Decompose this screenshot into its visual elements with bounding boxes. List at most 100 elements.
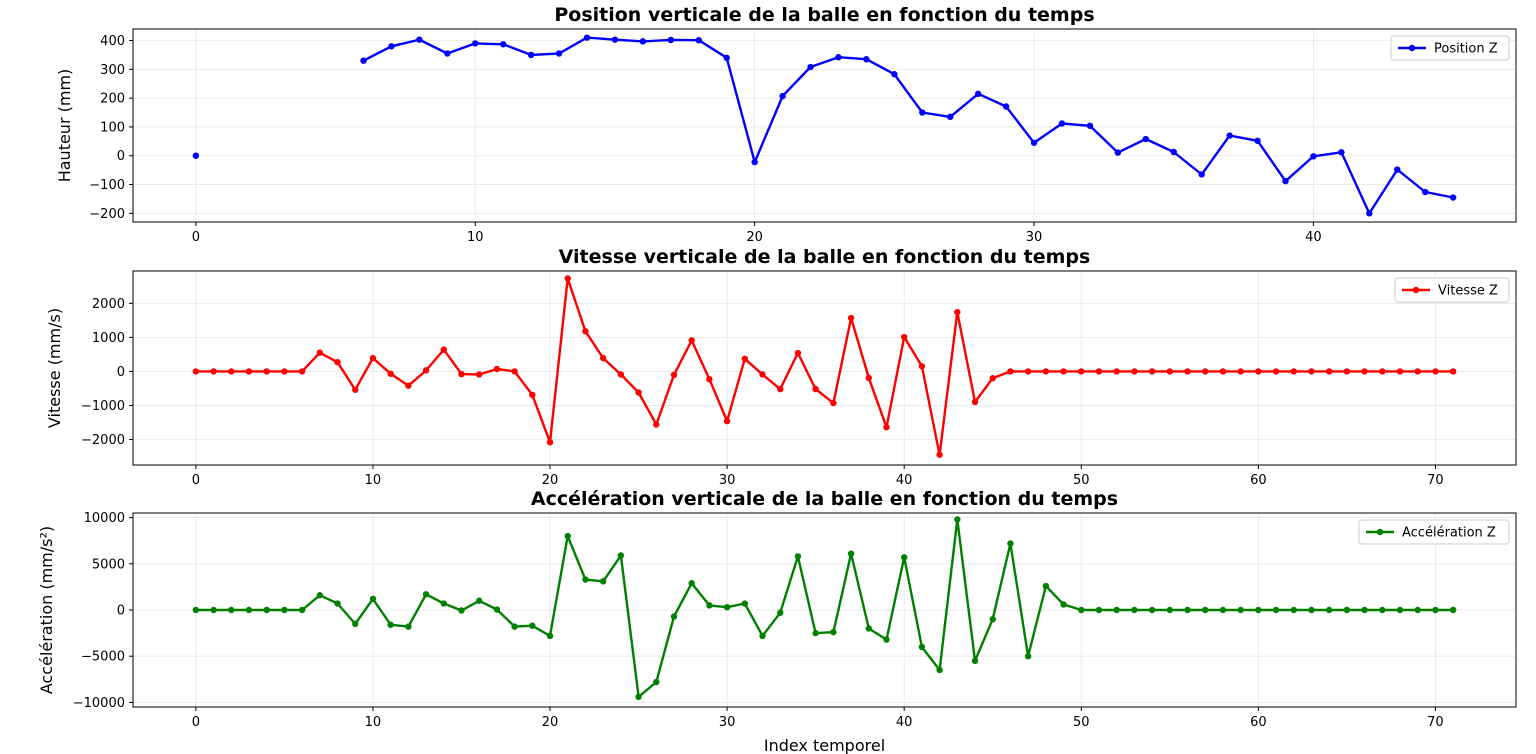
data-point	[883, 636, 890, 643]
data-point	[1226, 132, 1233, 139]
data-point	[1030, 139, 1038, 146]
data-point	[1449, 368, 1457, 375]
data-point	[830, 628, 837, 636]
legend-box	[1390, 35, 1510, 61]
data-point	[1058, 120, 1066, 127]
data-point	[388, 43, 395, 50]
data-point	[688, 337, 695, 344]
y-tick-label: −100	[89, 178, 125, 193]
data-point	[835, 54, 842, 61]
data-point	[1007, 540, 1014, 547]
data-point	[1086, 122, 1094, 129]
data-point	[582, 328, 589, 335]
data-point	[1325, 368, 1333, 375]
data-point	[1007, 368, 1014, 375]
data-point	[1078, 368, 1085, 375]
chart-title: Vitesse verticale de la balle en fonctio…	[559, 246, 1091, 268]
data-point	[706, 602, 713, 609]
data-point	[1219, 368, 1227, 375]
data-point	[1343, 606, 1351, 614]
data-point	[1002, 103, 1010, 110]
y-tick-label: 2000	[92, 297, 125, 312]
data-point	[1366, 210, 1373, 217]
data-point	[1184, 368, 1191, 375]
data-point	[1290, 606, 1297, 614]
data-point	[583, 34, 591, 41]
data-point	[777, 609, 784, 616]
data-point	[670, 371, 678, 379]
x-tick-label: 20	[746, 230, 763, 245]
data-point	[1379, 606, 1386, 614]
x-tick-label: 70	[1427, 715, 1444, 730]
data-point	[1255, 368, 1262, 375]
data-point	[741, 600, 749, 607]
data-point	[667, 36, 675, 44]
data-point	[499, 41, 507, 48]
data-point	[316, 592, 324, 599]
data-point	[599, 354, 607, 362]
y-tick-label: 100	[100, 120, 125, 135]
x-tick-label: 10	[365, 715, 382, 730]
x-tick-label: 60	[1250, 715, 1267, 730]
x-tick-label: 20	[542, 473, 559, 488]
data-point	[812, 629, 819, 637]
data-point	[741, 355, 749, 363]
data-point	[759, 632, 766, 640]
data-point	[723, 417, 731, 425]
y-tick-label: 200	[100, 92, 125, 107]
data-point	[493, 365, 501, 373]
data-point	[830, 399, 837, 407]
data-point	[723, 54, 730, 62]
data-point	[352, 386, 359, 393]
y-axis-label: Accélération (mm/s²)	[37, 526, 56, 694]
data-point	[1361, 606, 1368, 614]
data-point	[1148, 368, 1156, 375]
data-point	[883, 424, 890, 431]
legend-marker	[1376, 528, 1384, 536]
data-point	[210, 606, 217, 614]
data-point	[228, 606, 235, 614]
data-point	[1237, 606, 1244, 614]
data-point	[1449, 606, 1457, 614]
data-point	[228, 368, 235, 375]
data-point	[1024, 652, 1032, 660]
y-tick-label: −200	[89, 207, 125, 222]
data-point	[1394, 166, 1401, 173]
data-point	[555, 50, 563, 57]
data-point	[192, 152, 200, 159]
x-tick-label: 70	[1427, 473, 1444, 488]
data-point	[564, 532, 571, 540]
x-tick-label: 0	[192, 715, 200, 730]
y-tick-label: −10000	[73, 696, 125, 711]
data-point	[1042, 368, 1050, 375]
data-point	[1166, 368, 1174, 375]
chart-panel-3: 0 10 20 30 40 50 60 70 −10000 −5000 0 5000 10000 Accé…	[37, 488, 1517, 754]
data-point	[422, 591, 430, 598]
legend-label: Position Z	[1434, 42, 1498, 57]
data-point	[971, 398, 979, 406]
data-point	[1414, 368, 1421, 375]
data-point	[794, 553, 802, 560]
data-point	[263, 606, 270, 614]
data-point	[936, 666, 943, 674]
legend-label: Vitesse Z	[1438, 284, 1498, 299]
y-axis-label: Hauteur (mm)	[55, 69, 74, 183]
data-point	[263, 368, 270, 375]
data-point	[947, 113, 954, 121]
data-point	[971, 657, 979, 665]
legend-label: Accélération Z	[1402, 526, 1496, 541]
y-tick-label: 0	[117, 365, 125, 380]
data-point	[812, 385, 819, 393]
data-point	[777, 385, 784, 393]
x-tick-label: 40	[1305, 230, 1322, 245]
data-point	[281, 368, 288, 375]
data-point	[918, 643, 926, 651]
data-point	[1170, 148, 1177, 156]
data-point	[1308, 368, 1315, 375]
x-tick-label: 10	[365, 473, 382, 488]
data-point	[706, 376, 713, 383]
data-point	[298, 606, 306, 614]
data-point	[458, 607, 465, 614]
data-point	[1184, 606, 1191, 614]
data-point	[863, 56, 870, 63]
